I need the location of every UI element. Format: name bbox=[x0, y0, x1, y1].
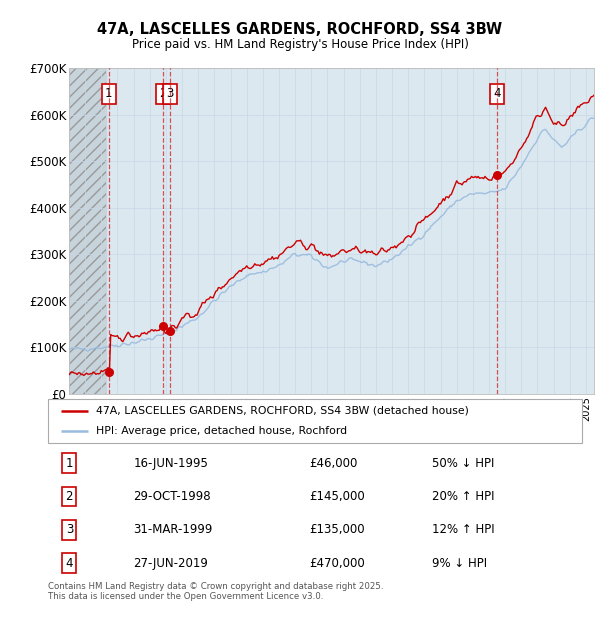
Text: HPI: Average price, detached house, Rochford: HPI: Average price, detached house, Roch… bbox=[96, 426, 347, 436]
Text: Price paid vs. HM Land Registry's House Price Index (HPI): Price paid vs. HM Land Registry's House … bbox=[131, 38, 469, 51]
Text: 3: 3 bbox=[166, 87, 173, 100]
Text: 27-JUN-2019: 27-JUN-2019 bbox=[133, 557, 208, 570]
Text: 20% ↑ HPI: 20% ↑ HPI bbox=[433, 490, 495, 503]
Text: £135,000: £135,000 bbox=[310, 523, 365, 536]
Text: 47A, LASCELLES GARDENS, ROCHFORD, SS4 3BW (detached house): 47A, LASCELLES GARDENS, ROCHFORD, SS4 3B… bbox=[96, 405, 469, 416]
Text: 29-OCT-1998: 29-OCT-1998 bbox=[133, 490, 211, 503]
Bar bbox=[69, 68, 106, 394]
Text: 50% ↓ HPI: 50% ↓ HPI bbox=[433, 456, 495, 469]
Text: £145,000: £145,000 bbox=[310, 490, 365, 503]
Text: 4: 4 bbox=[65, 557, 73, 570]
Text: £46,000: £46,000 bbox=[310, 456, 358, 469]
Text: 4: 4 bbox=[493, 87, 500, 100]
Text: 12% ↑ HPI: 12% ↑ HPI bbox=[433, 523, 495, 536]
Text: 2: 2 bbox=[65, 490, 73, 503]
Text: 1: 1 bbox=[65, 456, 73, 469]
Text: 9% ↓ HPI: 9% ↓ HPI bbox=[433, 557, 488, 570]
Text: Contains HM Land Registry data © Crown copyright and database right 2025.
This d: Contains HM Land Registry data © Crown c… bbox=[48, 582, 383, 601]
Text: 47A, LASCELLES GARDENS, ROCHFORD, SS4 3BW: 47A, LASCELLES GARDENS, ROCHFORD, SS4 3B… bbox=[97, 22, 503, 37]
Text: 16-JUN-1995: 16-JUN-1995 bbox=[133, 456, 208, 469]
Text: 2: 2 bbox=[160, 87, 167, 100]
Text: £470,000: £470,000 bbox=[310, 557, 365, 570]
Text: 31-MAR-1999: 31-MAR-1999 bbox=[133, 523, 213, 536]
Text: 1: 1 bbox=[105, 87, 112, 100]
Bar bbox=[69, 68, 106, 394]
Text: 3: 3 bbox=[65, 523, 73, 536]
